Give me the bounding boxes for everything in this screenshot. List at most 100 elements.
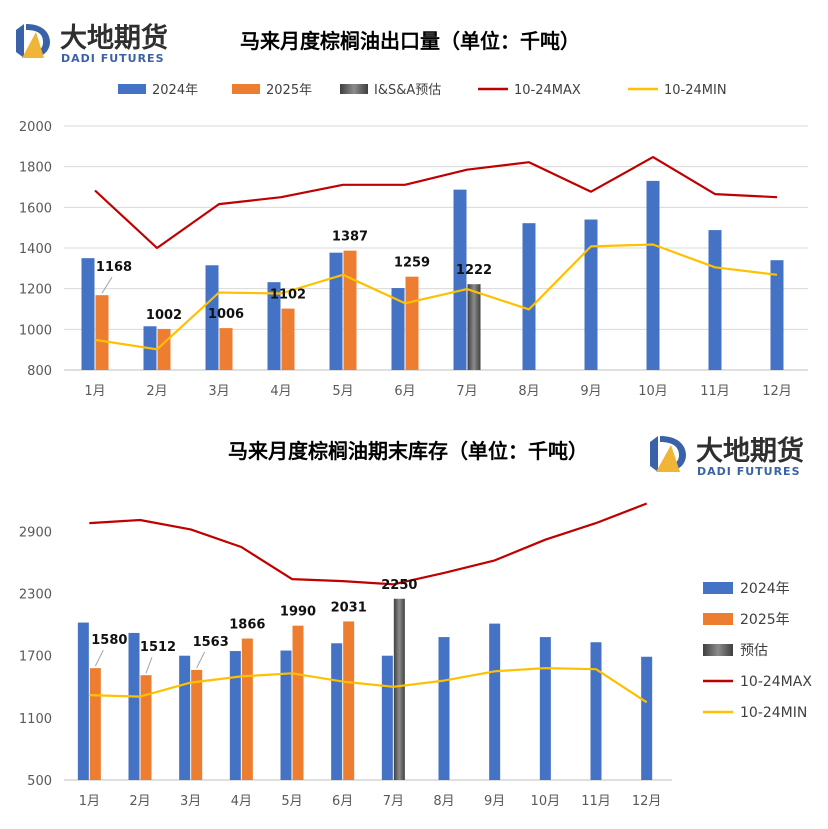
inventory-chart-bar-2024 xyxy=(179,655,191,780)
export-chart-x-tick-label: 5月 xyxy=(332,384,353,399)
legend-swatch xyxy=(118,84,146,94)
export-chart-x-tick-label: 3月 xyxy=(208,384,229,399)
inventory-chart-bar-2025 xyxy=(241,638,253,780)
export-chart-line-min xyxy=(94,243,778,351)
export-chart-y-tick-label: 800 xyxy=(27,364,52,379)
inventory-chart-label-leader xyxy=(196,651,206,669)
inventory-chart-bar-2024 xyxy=(539,637,551,780)
export-chart-data-labels: 1168 1002 1006 1102 1387 1259 1222 xyxy=(96,230,492,323)
export-chart-bar-2025 xyxy=(95,295,109,370)
inventory-chart-x-tick-label: 6月 xyxy=(332,794,353,809)
inventory-chart-lines xyxy=(89,502,648,704)
export-chart-data-label: 1387 xyxy=(332,230,368,245)
legend-label: 10-24MIN xyxy=(740,705,807,721)
export-chart-data-label: 1259 xyxy=(394,256,430,271)
legend-label: 10-24MAX xyxy=(514,83,581,98)
inventory-chart-bar-2024 xyxy=(489,623,501,780)
legend-label: 10-24MAX xyxy=(740,674,812,690)
inventory-chart-data-label: 2250 xyxy=(381,578,417,593)
inventory-chart: 马来月度棕榈油期末库存（单位：千吨） 500 1100 1700 2300 2900 1… xyxy=(19,439,812,809)
export-chart-bar-2024 xyxy=(646,180,660,370)
export-chart-x-tick-label: 1月 xyxy=(84,384,105,399)
inventory-chart-x-tick-label: 5月 xyxy=(281,794,302,809)
export-chart-data-label: 1222 xyxy=(456,263,492,278)
inventory-chart-bar-estimate xyxy=(393,598,405,780)
legend-swatch xyxy=(703,582,733,594)
inventory-chart-x-tick-label: 8月 xyxy=(433,794,454,809)
export-chart-x-tick-label: 12月 xyxy=(762,384,792,399)
inventory-chart-bar-2024 xyxy=(590,642,602,780)
export-chart-gridlines xyxy=(64,125,808,371)
legend-swatch xyxy=(340,84,368,94)
inventory-chart-label-leader xyxy=(94,649,104,667)
inventory-chart-y-tick-label: 1700 xyxy=(19,650,52,665)
legend-swatch xyxy=(232,84,260,94)
inventory-chart-bar-2024 xyxy=(641,656,653,780)
export-chart-bar-2025 xyxy=(405,276,419,370)
export-chart-y-tick-label: 2000 xyxy=(19,120,52,135)
legend-label: 2025年 xyxy=(740,612,790,628)
export-chart-lines xyxy=(94,156,778,351)
inventory-chart-data-label: 1512 xyxy=(140,640,176,655)
inventory-chart-x-tick-label: 4月 xyxy=(231,794,252,809)
inventory-chart-y-tick-label: 2300 xyxy=(19,588,52,603)
export-chart-data-label: 1002 xyxy=(146,308,182,323)
export-chart-y-tick-label: 1400 xyxy=(19,242,52,257)
export-chart-data-label: 1006 xyxy=(208,307,244,322)
brand-logo-bottom: 大地期货 DADI FUTURES xyxy=(650,435,804,478)
brand-name-cn: 大地期货 xyxy=(696,435,804,467)
export-chart-data-label: 1102 xyxy=(270,288,306,303)
inventory-chart-data-label: 1866 xyxy=(229,618,265,633)
export-chart-bar-2025 xyxy=(157,328,171,370)
inventory-chart-x-tick-label: 9月 xyxy=(484,794,505,809)
inventory-chart-data-label: 1580 xyxy=(91,633,127,648)
inventory-chart-label-leader xyxy=(145,657,153,674)
inventory-chart-x-axis: 1月 2月 3月 4月 5月 6月 7月 8月 9月 10月 11月 12月 xyxy=(64,779,672,809)
export-chart-bar-2025 xyxy=(343,250,357,370)
inventory-chart-bar-2024 xyxy=(331,643,343,780)
export-chart-y-tick-label: 1000 xyxy=(19,323,52,338)
export-chart-bar-2024 xyxy=(205,265,219,370)
legend-label: 2024年 xyxy=(152,83,198,98)
legend-label: 2025年 xyxy=(266,83,312,98)
inventory-chart-bar-2025 xyxy=(140,675,152,780)
export-chart-x-tick-label: 7月 xyxy=(456,384,477,399)
inventory-chart-data-label: 1990 xyxy=(280,605,316,620)
export-chart-x-tick-label: 11月 xyxy=(700,384,730,399)
inventory-chart-bar-2025 xyxy=(343,621,355,780)
legend-swatch xyxy=(703,613,733,625)
export-chart-bar-2024 xyxy=(708,230,722,370)
inventory-chart-bar-2024 xyxy=(280,650,292,780)
export-chart-bar-estimate xyxy=(467,284,481,370)
export-chart-legend: 2024年 2025年 I&S&A预估 10-24MAX 10-24MIN xyxy=(118,83,727,98)
brand-name-en: DADI FUTURES xyxy=(61,52,165,65)
brand-logo-top: 大地期货 DADI FUTURES xyxy=(16,22,168,65)
inventory-chart-x-tick-label: 1月 xyxy=(79,794,100,809)
export-chart-title: 马来月度棕榈油出口量（单位：千吨） xyxy=(240,29,580,53)
export-chart-x-axis: 1月 2月 3月 4月 5月 6月 7月 8月 9月 10月 11月 12月 xyxy=(64,369,808,399)
inventory-chart-x-tick-label: 12月 xyxy=(632,794,662,809)
inventory-chart-bar-2024 xyxy=(128,632,140,780)
brand-name-en: DADI FUTURES xyxy=(697,465,801,478)
brand-mark-icon xyxy=(16,24,50,58)
inventory-chart-bar-2024 xyxy=(229,651,241,780)
inventory-chart-bar-2024 xyxy=(438,637,450,780)
legend-label: 预估 xyxy=(740,643,768,659)
export-chart-y-tick-label: 1800 xyxy=(19,161,52,176)
inventory-chart-y-tick-label: 500 xyxy=(27,774,52,789)
export-chart-bar-2024 xyxy=(391,288,405,370)
export-chart-bar-2024 xyxy=(81,258,95,370)
inventory-chart-data-label: 1563 xyxy=(193,635,229,650)
inventory-chart-x-tick-label: 11月 xyxy=(581,794,611,809)
export-chart-x-tick-label: 10月 xyxy=(638,384,668,399)
inventory-chart-x-tick-label: 3月 xyxy=(180,794,201,809)
export-chart-bar-2025 xyxy=(281,308,295,370)
export-chart-bar-2024 xyxy=(770,260,784,370)
export-chart-y-tick-label: 1600 xyxy=(19,201,52,216)
legend-label: 10-24MIN xyxy=(664,83,727,98)
export-chart-label-leader xyxy=(101,276,113,294)
export-chart-x-tick-label: 6月 xyxy=(394,384,415,399)
inventory-chart-bar-2024 xyxy=(381,655,393,780)
